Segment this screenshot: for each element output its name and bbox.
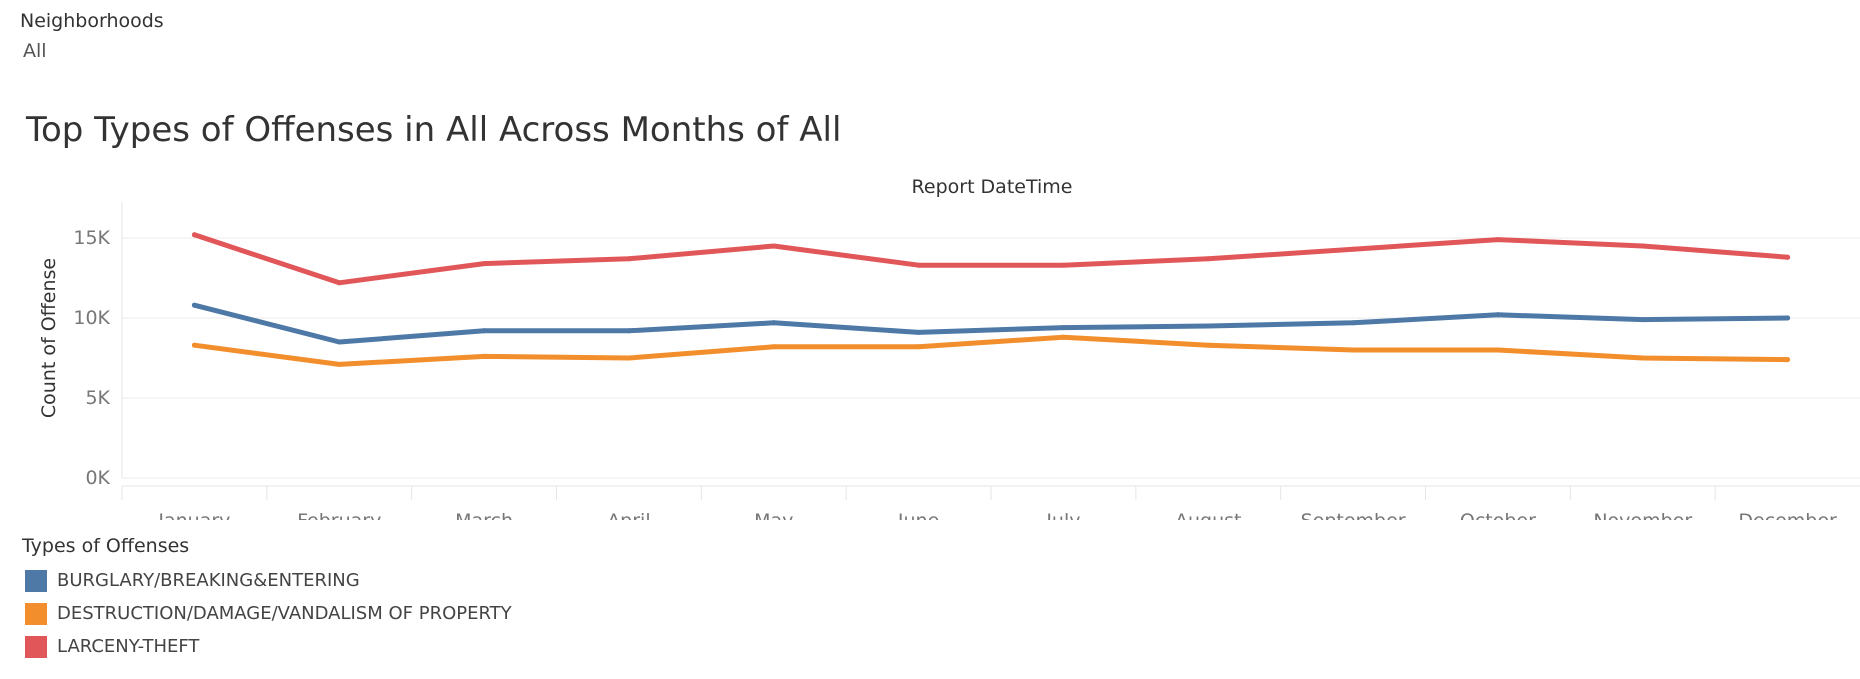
data-point[interactable] (1785, 254, 1791, 260)
legend-label: LARCENY-THEFT (57, 636, 200, 657)
x-tick-label: October (1460, 510, 1536, 520)
x-tick-label: February (297, 510, 381, 520)
data-point[interactable] (481, 261, 487, 267)
y-tick-label: 0K (85, 467, 110, 489)
data-point[interactable] (1060, 262, 1066, 268)
data-point[interactable] (771, 320, 777, 326)
x-axis-title: Report DateTime (912, 176, 1073, 198)
data-point[interactable] (916, 262, 922, 268)
data-point[interactable] (1205, 256, 1211, 262)
legend: Types of Offenses BURGLARY/BREAKING&ENTE… (22, 535, 512, 663)
legend-swatch (25, 569, 47, 592)
x-tick-label: May (754, 510, 793, 520)
data-point[interactable] (1640, 355, 1646, 361)
data-point[interactable] (336, 280, 342, 286)
data-point[interactable] (336, 361, 342, 367)
y-tick-label: 5K (85, 387, 110, 409)
legend-label: BURGLARY/BREAKING&ENTERING (57, 570, 360, 591)
x-tick-label: April (607, 510, 650, 520)
chart-title: Top Types of Offenses in All Across Mont… (26, 110, 842, 150)
line-chart: Report DateTime Count of Offense 0K 5K 10K… (38, 176, 1860, 520)
data-point[interactable] (1350, 347, 1356, 353)
legend-item-burglary[interactable]: BURGLARY/BREAKING&ENTERING (22, 564, 512, 597)
legend-label: DESTRUCTION/DAMAGE/VANDALISM OF PROPERTY (57, 603, 512, 624)
legend-swatch (25, 635, 47, 658)
x-tick-label: July (1045, 510, 1080, 520)
data-point[interactable] (771, 243, 777, 249)
y-tick-label: 10K (73, 307, 110, 329)
series-line[interactable] (191, 302, 1791, 345)
filter-value[interactable]: All (23, 40, 47, 62)
x-tick-label: August (1175, 510, 1242, 520)
data-point[interactable] (916, 329, 922, 335)
x-tick-label: March (455, 510, 513, 520)
x-tick-label: November (1593, 510, 1692, 520)
series-line[interactable] (191, 334, 1791, 367)
data-point[interactable] (191, 302, 197, 308)
data-point[interactable] (1785, 315, 1791, 321)
data-point[interactable] (1495, 312, 1501, 318)
legend-item-larceny[interactable]: LARCENY-THEFT (22, 630, 512, 663)
data-point[interactable] (1205, 342, 1211, 348)
y-tick-label: 15K (73, 227, 110, 249)
data-point[interactable] (626, 328, 632, 334)
x-tick-label: December (1738, 510, 1837, 520)
data-point[interactable] (626, 355, 632, 361)
data-point[interactable] (626, 256, 632, 262)
series-line[interactable] (191, 232, 1791, 286)
legend-title: Types of Offenses (22, 535, 190, 557)
data-point[interactable] (1205, 323, 1211, 329)
x-tick-label: January (157, 510, 230, 520)
data-point[interactable] (481, 353, 487, 359)
data-point[interactable] (191, 232, 197, 238)
legend-swatch (25, 602, 47, 625)
x-tick-label: June (897, 510, 939, 520)
data-point[interactable] (1495, 347, 1501, 353)
filter-label: Neighborhoods (20, 10, 164, 32)
data-point[interactable] (1495, 237, 1501, 243)
data-point[interactable] (1350, 320, 1356, 326)
data-point[interactable] (1060, 334, 1066, 340)
legend-item-vandalism[interactable]: DESTRUCTION/DAMAGE/VANDALISM OF PROPERTY (22, 597, 512, 630)
data-point[interactable] (916, 344, 922, 350)
data-point[interactable] (481, 328, 487, 334)
data-point[interactable] (1640, 243, 1646, 249)
data-point[interactable] (771, 344, 777, 350)
x-tick-label: September (1301, 510, 1406, 520)
data-point[interactable] (1060, 325, 1066, 331)
data-point[interactable] (1640, 317, 1646, 323)
y-axis-title: Count of Offense (38, 258, 60, 418)
data-point[interactable] (1785, 357, 1791, 363)
data-point[interactable] (336, 339, 342, 345)
data-point[interactable] (191, 342, 197, 348)
data-point[interactable] (1350, 246, 1356, 252)
